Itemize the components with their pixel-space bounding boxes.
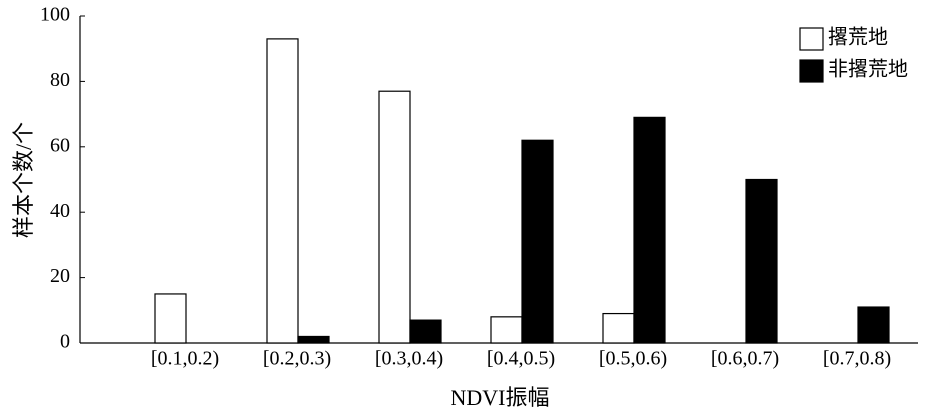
- bar: [154, 293, 187, 344]
- y-tick-label: 0: [60, 331, 70, 353]
- bar: [378, 90, 411, 344]
- x-tick-label: [0.5,0.6): [599, 348, 667, 370]
- y-tick-label: 40: [50, 200, 70, 222]
- y-tick-label: 20: [50, 265, 70, 287]
- legend-swatch: [799, 59, 824, 83]
- legend-label: 撂荒地: [828, 26, 888, 49]
- bar: [602, 312, 635, 344]
- x-tick-label: [0.2,0.3): [263, 348, 331, 370]
- x-axis-label: NDVI振幅: [451, 385, 550, 410]
- bar: [745, 178, 778, 344]
- x-tick-label: [0.3,0.4): [375, 348, 443, 370]
- x-tick-label: [0.1,0.2): [151, 348, 219, 370]
- y-tick-label: 80: [50, 69, 70, 91]
- x-tick-label: [0.4,0.5): [487, 348, 555, 370]
- bar: [266, 38, 299, 344]
- bar: [409, 319, 442, 344]
- bar: [490, 316, 523, 344]
- bar: [521, 139, 554, 344]
- legend-label: 非撂荒地: [828, 58, 908, 81]
- y-axis-label: 样本个数/个: [11, 122, 36, 238]
- legend-swatch: [799, 27, 824, 51]
- bar: [633, 116, 666, 344]
- y-tick-label: 60: [50, 134, 70, 156]
- bar: [297, 335, 330, 344]
- bar: [857, 306, 890, 344]
- y-tick-label: 100: [40, 4, 70, 26]
- x-tick-label: [0.6,0.7): [711, 348, 779, 370]
- x-tick-label: [0.7,0.8): [823, 348, 891, 370]
